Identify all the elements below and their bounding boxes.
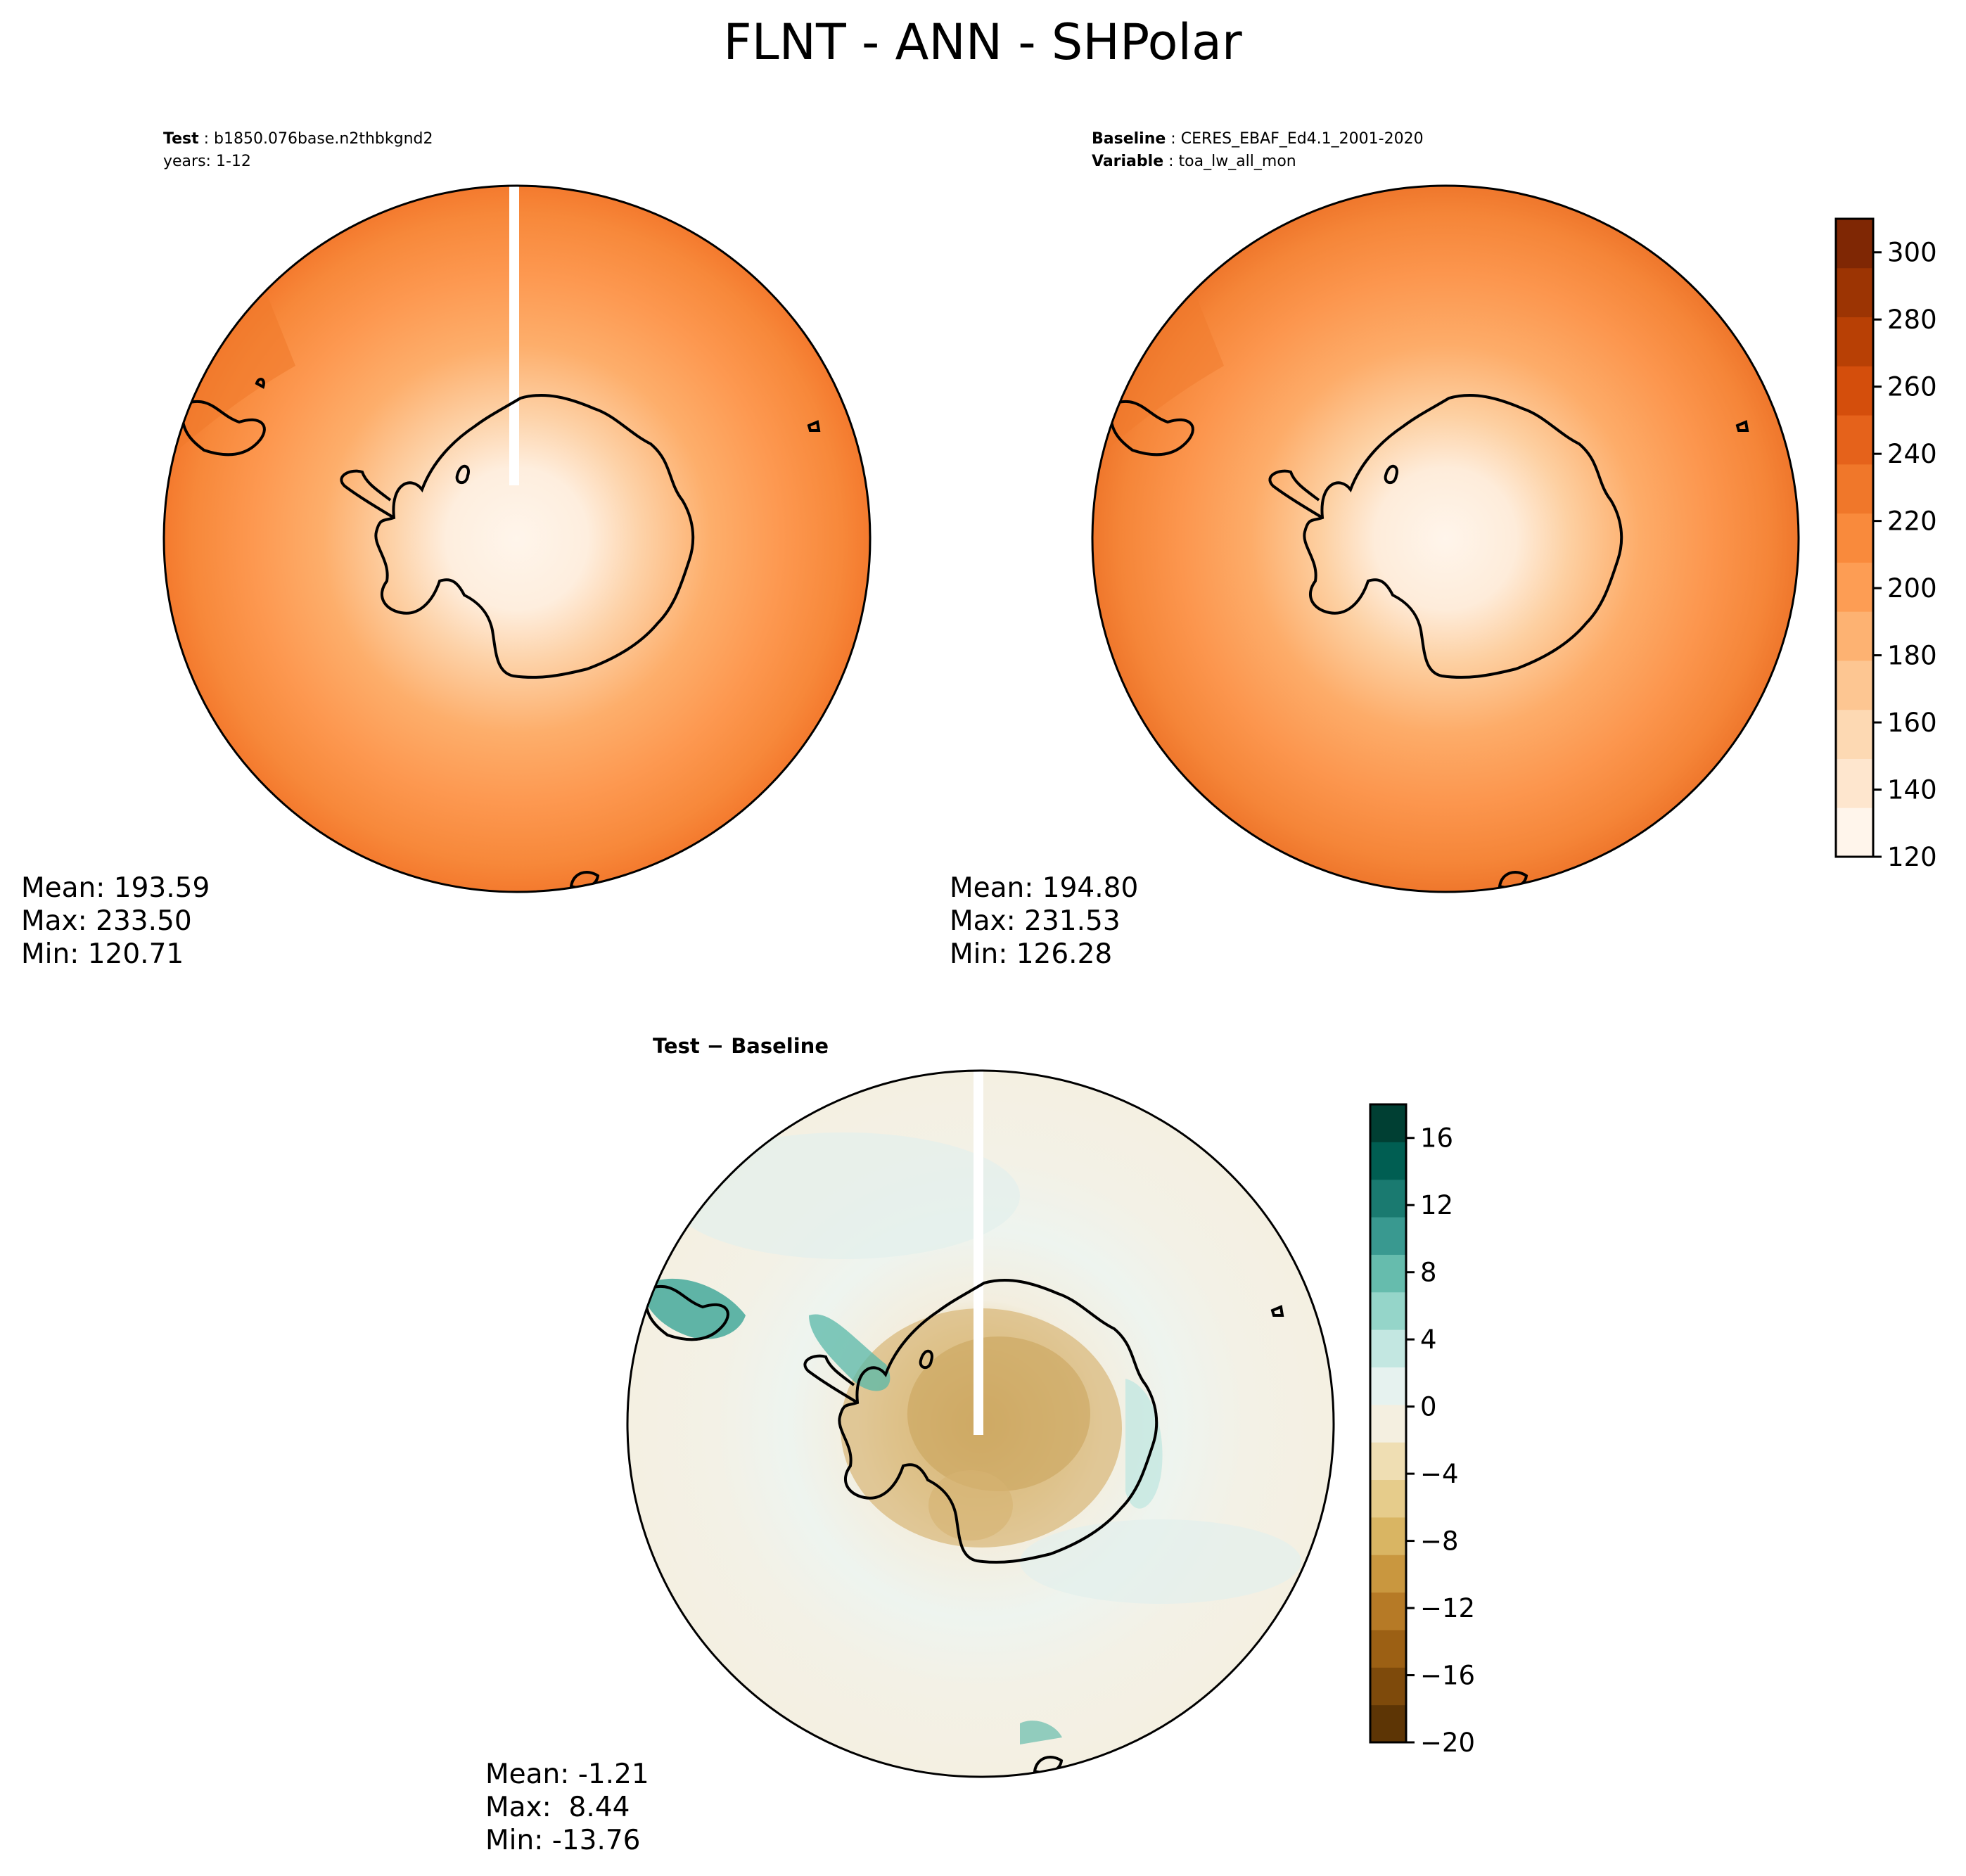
diff-colorbar-band (1370, 1254, 1406, 1293)
main-colorbar-band (1836, 219, 1873, 269)
main-colorbar-frame (1834, 217, 1875, 858)
main-colorbar-band (1836, 611, 1873, 661)
main-colorbar-tick-label: 300 (1887, 238, 1937, 268)
diff-colorbar-tick-label: −8 (1420, 1526, 1459, 1557)
diff-colorbar-tick-label: −12 (1420, 1593, 1475, 1623)
main-colorbar-band (1836, 660, 1873, 710)
test-header-sep: : (199, 130, 214, 148)
diff-panel: Test − Baseline Mean: -1.21 Max: 8.44 Mi… (485, 1034, 1335, 1856)
diff-colorbar-band (1370, 1367, 1406, 1405)
main-colorbar-tick-label: 280 (1887, 305, 1937, 335)
diff-colorbar-tick-label: 0 (1420, 1392, 1437, 1422)
diff-colorbar-band (1370, 1555, 1406, 1593)
baseline-header-line1: Baseline : CERES_EBAF_Ed4.1_2001-2020 (1092, 130, 1424, 148)
test-map-boundary (162, 184, 872, 893)
main-colorbar-bands (1836, 219, 1873, 857)
test-stat-min: Min: 120.71 (21, 938, 184, 970)
baseline-header-value: CERES_EBAF_Ed4.1_2001-2020 (1181, 130, 1424, 148)
test-stat-mean: Mean: 193.59 (21, 872, 210, 904)
main-colorbar-band (1836, 513, 1873, 563)
diff-colorbar-ticks: 16 12 8 4 0 −4 −8 −12 −16 −20 (1406, 1123, 1475, 1758)
diff-colorbar-tick-label: 16 (1420, 1123, 1453, 1154)
test-header-line1: Test : b1850.076base.n2thbkgnd2 (163, 130, 433, 148)
main-colorbar-tick-label: 180 (1887, 641, 1937, 671)
main-colorbar-tick-label: 200 (1887, 573, 1937, 604)
diff-colorbar-band (1370, 1704, 1406, 1743)
diff-colorbar-band (1370, 1142, 1406, 1180)
main-colorbar-band (1836, 267, 1873, 318)
diff-stat-max: Max: 8.44 (485, 1792, 630, 1823)
diff-colorbar-band (1370, 1104, 1406, 1142)
main-colorbar-band (1836, 415, 1873, 465)
baseline-header-line2: Variable : toa_lw_all_mon (1092, 153, 1296, 170)
diff-colorbar-band (1370, 1442, 1406, 1481)
diff-colorbar-band (1370, 1217, 1406, 1255)
test-header-value: b1850.076base.n2thbkgnd2 (214, 130, 433, 148)
baseline-stat-mean: Mean: 194.80 (950, 872, 1138, 904)
diff-colorbar-band (1370, 1517, 1406, 1555)
baseline-variable-sep: : (1163, 153, 1178, 170)
main-colorbar-tick-label: 140 (1887, 775, 1937, 805)
diff-colorbar-tick-label: 4 (1420, 1325, 1437, 1355)
test-map (164, 186, 870, 892)
baseline-panel: Baseline : CERES_EBAF_Ed4.1_2001-2020 Va… (950, 130, 1800, 970)
diff-title: Test − Baseline (653, 1034, 829, 1058)
main-colorbar-band (1836, 562, 1873, 612)
main-colorbar-tick-label: 240 (1887, 439, 1937, 469)
diff-colorbar-band (1370, 1179, 1406, 1218)
test-header-years: years: 1-12 (163, 153, 251, 170)
baseline-stat-min: Min: 126.28 (950, 938, 1112, 970)
baseline-map-boundary (1091, 184, 1800, 893)
test-stat-max: Max: 233.50 (21, 905, 192, 937)
main-colorbar-band (1836, 808, 1873, 857)
diff-colorbar-band (1370, 1329, 1406, 1367)
main-colorbar-tick-label: 120 (1887, 842, 1937, 872)
main-colorbar-band (1836, 709, 1873, 759)
main-colorbar: 120 140 160 180 200 220 240 260 280 300 (1834, 217, 1937, 872)
diff-colorbar-tick-label: −4 (1420, 1459, 1459, 1489)
main-colorbar-ticks: 120 140 160 180 200 220 240 260 280 300 (1873, 238, 1937, 872)
diff-colorbar-band (1370, 1629, 1406, 1668)
diff-colorbar-band (1370, 1592, 1406, 1631)
main-colorbar-band (1836, 366, 1873, 416)
diff-colorbar-band (1370, 1404, 1406, 1443)
diff-stat-mean: Mean: -1.21 (485, 1759, 649, 1790)
main-colorbar-tick-label: 220 (1887, 506, 1937, 537)
diff-colorbar-tick-label: 8 (1420, 1258, 1437, 1288)
main-colorbar-band (1836, 317, 1873, 366)
diff-colorbar-bands (1370, 1104, 1406, 1743)
main-colorbar-tick-label: 260 (1887, 372, 1937, 402)
test-panel: Test : b1850.076base.n2thbkgnd2 years: 1… (21, 130, 872, 970)
diff-colorbar-band (1370, 1479, 1406, 1518)
baseline-variable-value: toa_lw_all_mon (1179, 153, 1296, 170)
baseline-stat-max: Max: 231.53 (950, 905, 1121, 937)
diff-colorbar-tick-label: −20 (1420, 1728, 1475, 1758)
diff-colorbar-band (1370, 1667, 1406, 1706)
diff-colorbar-frame (1369, 1103, 1408, 1744)
diff-colorbar: 16 12 8 4 0 −4 −8 −12 −16 −20 (1369, 1103, 1475, 1758)
baseline-header-key: Baseline (1092, 130, 1166, 148)
baseline-map (1092, 186, 1799, 892)
diff-colorbar-tick-label: −16 (1420, 1661, 1475, 1691)
baseline-variable-key: Variable (1092, 153, 1163, 170)
main-colorbar-band (1836, 464, 1873, 514)
diff-colorbar-band (1370, 1291, 1406, 1330)
diff-map-boundary (626, 1069, 1335, 1778)
figure-title: FLNT - ANN - SHPolar (723, 13, 1241, 71)
diff-map (627, 1071, 1334, 1777)
baseline-header-sep: : (1166, 130, 1180, 148)
main-colorbar-tick-label: 160 (1887, 708, 1937, 738)
diff-stat-min: Min: -13.76 (485, 1825, 640, 1856)
main-colorbar-band (1836, 758, 1873, 808)
test-header-key: Test (163, 130, 199, 148)
diff-colorbar-tick-label: 12 (1420, 1190, 1453, 1220)
